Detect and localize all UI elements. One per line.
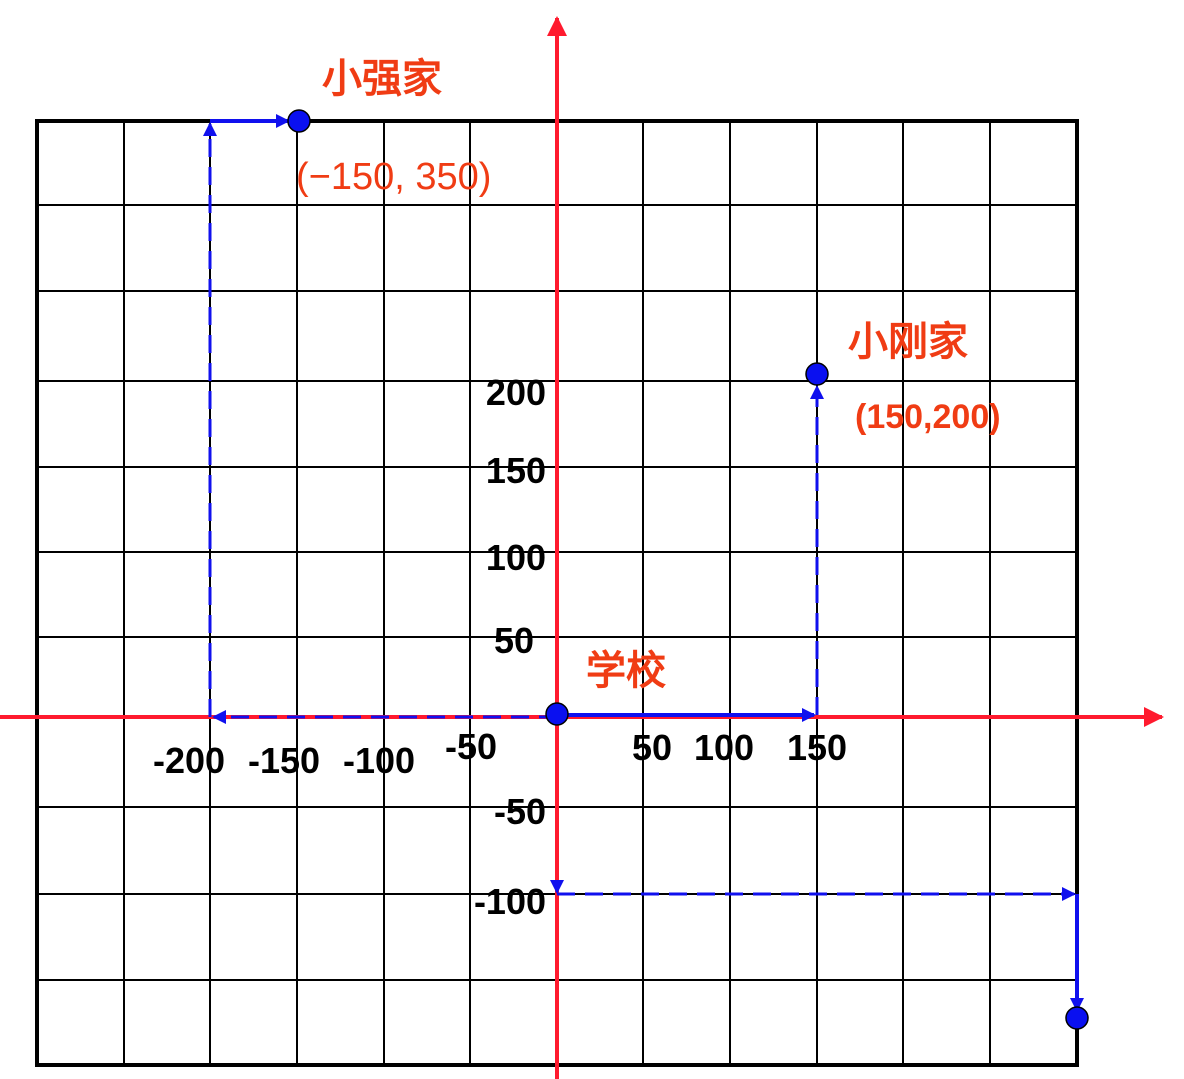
x-tick-label: 50	[632, 727, 672, 768]
label-gang-coord: (150,200)	[855, 398, 1001, 436]
y-tick-label: 150	[486, 450, 546, 491]
label-school-name: 学校	[586, 648, 666, 694]
routes	[203, 114, 1084, 1012]
place-labels: 小强家 (−150, 350) 小刚家 (150,200) 学校	[296, 56, 1001, 694]
x-tick-labels: -200 -150 -100 -50 50 100 150	[153, 726, 847, 781]
label-gang-name: 小刚家	[848, 319, 968, 365]
point-school	[545, 702, 569, 726]
y-tick-label: -50	[494, 791, 546, 832]
point-unlabeled	[1065, 1006, 1089, 1030]
x-tick-label: -50	[445, 726, 497, 767]
y-tick-label: -100	[474, 881, 546, 922]
label-qiang-coord: (−150, 350)	[296, 156, 491, 198]
point-qiang	[287, 109, 311, 133]
x-tick-label: 100	[694, 727, 754, 768]
y-tick-label: 200	[486, 372, 546, 413]
y-tick-label: 100	[486, 537, 546, 578]
x-tick-label: 150	[787, 727, 847, 768]
y-tick-label: 50	[494, 620, 534, 661]
y-tick-labels: 200 150 100 50 -50 -100	[474, 372, 546, 922]
label-qiang-name: 小强家	[322, 56, 442, 102]
x-tick-label: -200	[153, 740, 225, 781]
axes	[0, 16, 1164, 1079]
point-gang	[805, 362, 829, 386]
points	[287, 109, 1089, 1030]
x-tick-label: -100	[343, 740, 415, 781]
x-tick-label: -150	[248, 740, 320, 781]
